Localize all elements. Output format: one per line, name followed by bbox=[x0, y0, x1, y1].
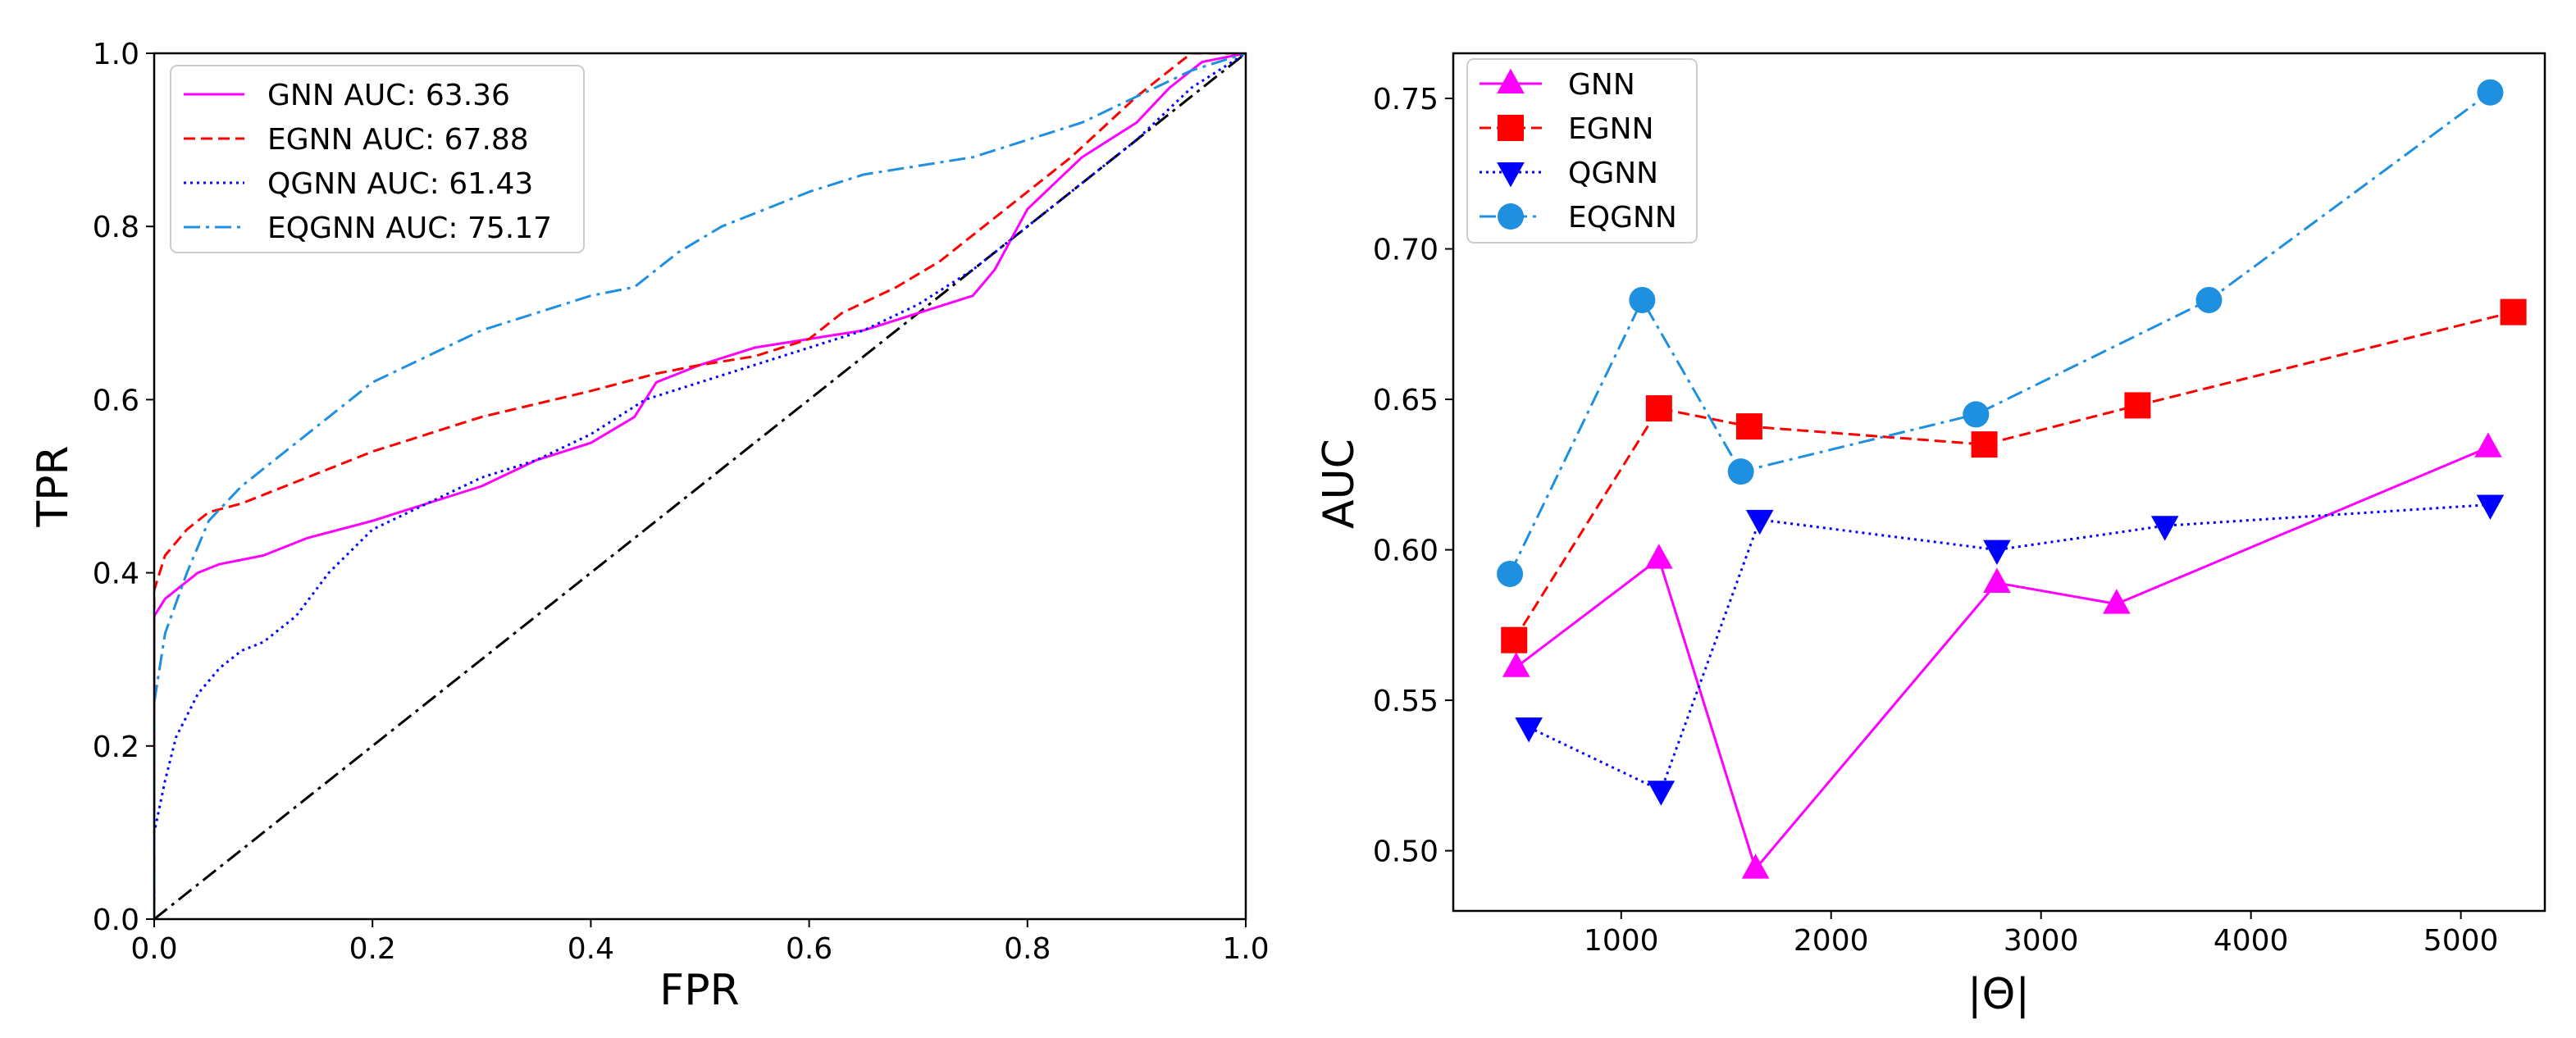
roc-ytick-label: 0.0 bbox=[93, 904, 139, 937]
auc-eqgnn-point bbox=[1727, 458, 1754, 485]
auc-qgnn-point bbox=[2476, 494, 2505, 520]
auc-legend-label: EGNN bbox=[1568, 112, 1654, 146]
auc-ytick-label: 0.55 bbox=[1373, 685, 1438, 718]
auc-eqgnn-point bbox=[2195, 286, 2223, 313]
auc-egnn-point bbox=[1735, 413, 1762, 440]
auc-legend-label: QGNN bbox=[1568, 157, 1658, 190]
auc-eqgnn-point bbox=[1497, 560, 1524, 587]
roc-y-axis-label: TPR bbox=[29, 445, 78, 527]
auc-egnn-point bbox=[1501, 626, 1528, 653]
auc-qgnn-point bbox=[1745, 509, 1774, 535]
roc-xtick-label: 0.0 bbox=[130, 932, 177, 966]
auc-y-axis-label: AUC bbox=[1315, 439, 1364, 529]
auc-gnn-point bbox=[1983, 567, 2011, 593]
auc-gnn-point bbox=[2103, 589, 2131, 614]
roc-plot-area bbox=[154, 53, 1246, 919]
auc-ytick-label: 0.60 bbox=[1373, 535, 1438, 568]
roc-xtick-label: 0.6 bbox=[786, 932, 832, 966]
auc-legend-marker bbox=[1498, 203, 1524, 230]
roc-ytick-label: 0.4 bbox=[93, 558, 139, 591]
auc-xtick-label: 3000 bbox=[2004, 924, 2079, 958]
roc-ticks: 0.0 0.2 0.4 0.6 0.8 1.0 0.0 0.2 0.4 0.6 0.8 1.0 bbox=[93, 38, 1270, 966]
auc-egnn-point bbox=[2124, 392, 2151, 419]
auc-gnn-point bbox=[1645, 544, 1673, 569]
auc-legend-marker bbox=[1498, 115, 1524, 141]
auc-axes-frame bbox=[1452, 52, 2546, 913]
roc-series-eqgnn-line bbox=[154, 53, 1246, 919]
auc-gnn-point bbox=[2474, 432, 2502, 458]
roc-ytick-label: 0.8 bbox=[93, 211, 139, 244]
roc-xtick-label: 0.2 bbox=[349, 932, 396, 966]
auc-series-eqgnn-line bbox=[1508, 91, 2492, 575]
auc-egnn-point bbox=[1971, 431, 1998, 458]
roc-legend: GNN AUC: 63.36 EGNN AUC: 67.88 QGNN AUC: 6… bbox=[170, 65, 585, 253]
auc-x-axis-label: |Θ| bbox=[1967, 970, 2030, 1019]
auc-xtick-label: 1000 bbox=[1584, 924, 1659, 958]
auc-ytick-label: 0.50 bbox=[1373, 835, 1438, 869]
auc-series-egnn-line bbox=[1512, 311, 2514, 641]
auc-eqgnn-point bbox=[1963, 401, 1990, 428]
auc-qgnn-point bbox=[1983, 539, 2011, 565]
auc-legend-frame bbox=[1466, 58, 1698, 244]
auc-legend-marker bbox=[1497, 162, 1525, 188]
auc-ticks: 1000 2000 3000 4000 5000 0.50 0.55 0.60 0.65 0.70… bbox=[1373, 83, 2499, 958]
auc-legend-label: GNN bbox=[1568, 68, 1635, 102]
auc-xtick-label: 2000 bbox=[1794, 924, 1869, 958]
auc-eqgnn-point bbox=[2477, 79, 2504, 106]
auc-ytick-label: 0.70 bbox=[1373, 234, 1438, 267]
auc-ytick-label: 0.65 bbox=[1373, 384, 1438, 417]
roc-axes-frame bbox=[153, 52, 1247, 921]
auc-gnn-point bbox=[1741, 854, 1770, 879]
roc-legend-label: GNN AUC: 63.36 bbox=[267, 79, 510, 112]
roc-panel: 0.0 0.2 0.4 0.6 0.8 1.0 0.0 0.2 0.4 0.6 0.8 1.0 FPR… bbox=[29, 38, 1270, 1015]
auc-panel: 1000 2000 3000 4000 5000 0.50 0.55 0.60 0.65 0.70… bbox=[1315, 52, 2546, 1019]
roc-xtick-label: 1.0 bbox=[1222, 932, 1269, 966]
roc-series-qgnn-line bbox=[154, 53, 1246, 919]
roc-series-gnn-line bbox=[154, 53, 1246, 919]
roc-legend-frame bbox=[170, 65, 585, 253]
roc-ytick-label: 1.0 bbox=[93, 38, 139, 71]
auc-eqgnn-point bbox=[1629, 286, 1656, 313]
roc-legend-label: EQGNN AUC: 75.17 bbox=[267, 212, 552, 245]
roc-x-axis-label: FPR bbox=[659, 966, 739, 1015]
auc-qgnn-point bbox=[1647, 781, 1676, 806]
auc-series-gnn-line bbox=[1515, 446, 2489, 871]
auc-legend-label: EQGNN bbox=[1568, 201, 1677, 234]
auc-plot-area bbox=[1497, 79, 2527, 879]
auc-egnn-point bbox=[2500, 298, 2527, 326]
auc-xtick-label: 4000 bbox=[2214, 924, 2289, 958]
roc-xtick-label: 0.4 bbox=[568, 932, 614, 966]
roc-ytick-label: 0.2 bbox=[93, 731, 139, 764]
roc-series-egnn-line bbox=[154, 53, 1246, 919]
auc-legend: GNN EGNN QGNN EQGNN bbox=[1466, 58, 1698, 244]
roc-diagonal-line bbox=[154, 53, 1246, 919]
roc-legend-label: QGNN AUC: 61.43 bbox=[267, 167, 533, 201]
roc-ytick-label: 0.6 bbox=[93, 384, 139, 417]
auc-gnn-point bbox=[1502, 652, 1530, 677]
auc-qgnn-point bbox=[2150, 516, 2179, 541]
auc-legend-marker bbox=[1497, 68, 1525, 93]
roc-xtick-label: 0.8 bbox=[1004, 932, 1051, 966]
auc-qgnn-point bbox=[1515, 717, 1543, 743]
auc-egnn-point bbox=[1645, 395, 1672, 422]
auc-ytick-label: 0.75 bbox=[1373, 83, 1438, 116]
roc-legend-label: EGNN AUC: 67.88 bbox=[267, 123, 529, 157]
auc-xtick-label: 5000 bbox=[2423, 924, 2499, 958]
